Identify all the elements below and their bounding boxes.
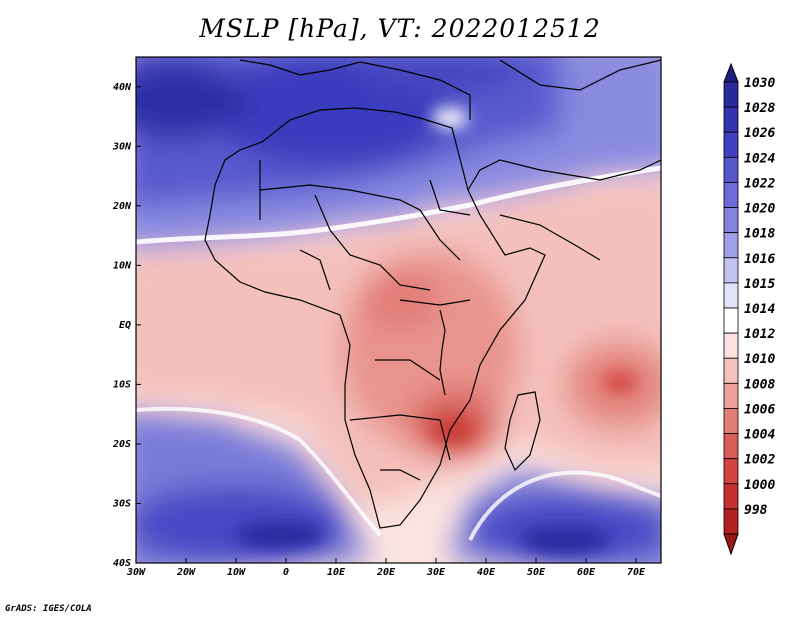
colorbar-label: 1006 [744, 402, 775, 417]
lat-tick-label: 20N [112, 201, 132, 212]
colorbar-swatch [723, 282, 739, 309]
colorbar-swatch [723, 232, 739, 259]
colorbar-label: 1016 [744, 252, 775, 267]
colorbar-label: 1024 [744, 151, 775, 166]
colorbar-bottom-triangle [723, 533, 739, 556]
lon-tick-label: 70E [627, 567, 646, 578]
colorbar-swatch [723, 458, 739, 485]
colorbar-label: 1008 [744, 377, 775, 392]
colorbar-swatch [723, 408, 739, 434]
axis-ticks: 30W 20W 10W 0 10E 20E 30E 40E 50E 60E 70E 40N 30N 20N… [112, 82, 646, 578]
lat-tick-label: 40N [113, 82, 132, 93]
lat-tick-label: 10N [113, 260, 132, 271]
colorbar-swatch [723, 182, 739, 208]
lat-tick-label: 20S [112, 439, 131, 450]
lon-tick-label: 30W [126, 567, 146, 578]
colorbar-label: 998 [744, 503, 768, 518]
lon-tick-label: 20W [176, 567, 196, 578]
colorbar-label: 1015 [744, 277, 775, 292]
colorbar-swatch [723, 307, 739, 334]
colorbar-label: 1002 [744, 453, 775, 468]
coastlines [204, 59, 661, 529]
colorbar-swatch [723, 106, 739, 133]
colorbar-label: 1004 [744, 428, 775, 443]
plot-frame [135, 56, 662, 564]
colorbar-swatch [723, 332, 739, 359]
lon-tick-label: 60E [577, 567, 596, 578]
colorbar-label: 1010 [744, 352, 775, 367]
lon-tick-label: 40E [477, 567, 496, 578]
colorbar-swatch [723, 483, 739, 510]
lon-tick-label: 30E [426, 567, 446, 578]
colorbar-label: 1026 [744, 126, 775, 141]
lat-tick-label: 40S [113, 558, 131, 569]
map-title: MSLP [hPa], VT: 2022012512 [199, 14, 601, 43]
lat-tick-label: 30S [112, 498, 131, 509]
lon-tick-label: 0 [283, 567, 289, 578]
lat-tick-label: 30N [112, 141, 132, 152]
colorbar-label: 1014 [744, 302, 775, 317]
colorbar-label: 1012 [744, 327, 775, 342]
colorbar-swatch [723, 131, 739, 158]
colorbar-label: 1018 [744, 227, 775, 242]
credit-text: GrADS: IGES/COLA [5, 604, 92, 614]
colorbar: 1030 1028 1026 1024 1022 1020 1018 1016 1015 1014… [723, 62, 775, 556]
colorbar-top-triangle [723, 62, 739, 83]
colorbar-swatch [723, 357, 739, 384]
colorbar-swatch [723, 207, 739, 234]
pressure-field [136, 57, 661, 563]
colorbar-label: 1022 [744, 176, 775, 191]
lon-tick-label: 20E [376, 567, 396, 578]
colorbar-swatch [723, 433, 739, 460]
colorbar-label: 1000 [744, 478, 775, 493]
lon-tick-label: 10W [227, 567, 246, 578]
lon-tick-label: 10E [327, 567, 346, 578]
colorbar-label: 1020 [744, 202, 775, 217]
colorbar-swatch [723, 508, 739, 535]
colorbar-swatch [723, 257, 739, 284]
lon-tick-label: 50E [527, 567, 546, 578]
colorbar-label: 1030 [744, 76, 775, 91]
colorbar-swatch [723, 81, 739, 108]
colorbar-swatch [723, 156, 739, 183]
colorbar-label: 1028 [744, 101, 775, 116]
lat-tick-label: EQ [119, 320, 131, 331]
colorbar-swatch [723, 382, 739, 409]
lat-tick-label: 10S [113, 379, 131, 390]
